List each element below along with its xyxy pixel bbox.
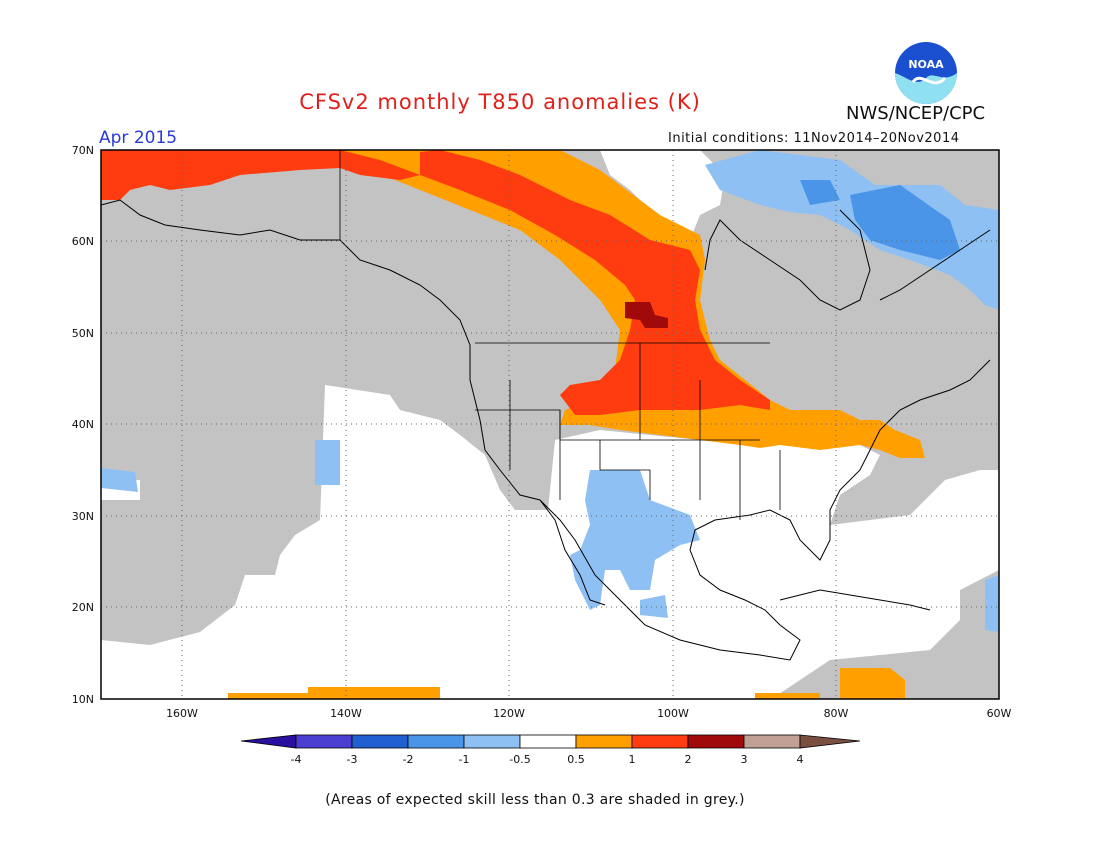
colorbar-label: -3 [347,753,358,766]
colorbar-bin [295,734,353,749]
colorbar-bin [631,734,689,749]
lon-label: 160W [166,707,198,720]
svg-text:NOAA: NOAA [908,58,944,71]
colorbar-label: -2 [403,753,414,766]
colorbar-label: 3 [741,753,748,766]
initial-conditions: Initial conditions: 11Nov2014–20Nov2014 [668,131,960,146]
skill-footnote: (Areas of expected skill less than 0.3 a… [325,792,745,808]
lat-label: 20N [72,601,94,614]
lon-label: 140W [330,707,362,720]
lon-label: 80W [824,707,849,720]
state-borders [339,150,781,520]
coastlines [101,199,991,661]
colorbar-bin [575,734,633,749]
org-label: NWS/NCEP/CPC [846,103,986,124]
lat-label: 10N [72,693,94,706]
forecast-period: Apr 2015 [99,128,178,148]
low-skill-region [101,150,999,699]
colorbar: -4 -3 -2 -1 -0.5 0.5 1 2 3 4 [240,734,861,766]
colorbar-label: 0.5 [567,753,585,766]
colorbar-label: -1 [459,753,470,766]
strong-positive-anomaly-region [101,150,770,415]
colorbar-label: 2 [685,753,692,766]
noaa-logo: NOAA [893,40,959,110]
lat-label: 70N [72,144,94,157]
colorbar-bin [519,734,577,749]
lat-label: 30N [72,510,94,523]
colorbar-bin [463,734,521,749]
lat-label: 50N [72,327,94,340]
lat-label: 40N [72,418,94,431]
lon-label: 100W [657,707,689,720]
colorbar-left-arrow [240,734,297,749]
colorbar-label: -0.5 [509,753,530,766]
near-normal-region [101,150,999,699]
negative-anomaly-region [101,150,999,632]
strong-negative-anomaly-region [800,180,960,260]
colorbar-label: -4 [291,753,302,766]
map-frame [100,149,1000,700]
colorbar-bin [351,734,409,749]
lat-label: 60N [72,235,94,248]
lon-label: 60W [987,707,1012,720]
map-area [101,150,999,699]
extreme-positive-anomaly-region [625,302,668,328]
positive-anomaly-region [228,150,925,699]
map-title: CFSv2 monthly T850 anomalies (K) [299,90,701,114]
colorbar-bin [407,734,465,749]
colorbar-label: 1 [629,753,636,766]
graticule [101,150,999,699]
lon-label: 120W [493,707,525,720]
colorbar-bin [687,734,745,749]
colorbar-label: 4 [797,753,804,766]
colorbar-right-arrow [799,734,861,749]
colorbar-bin [743,734,801,749]
